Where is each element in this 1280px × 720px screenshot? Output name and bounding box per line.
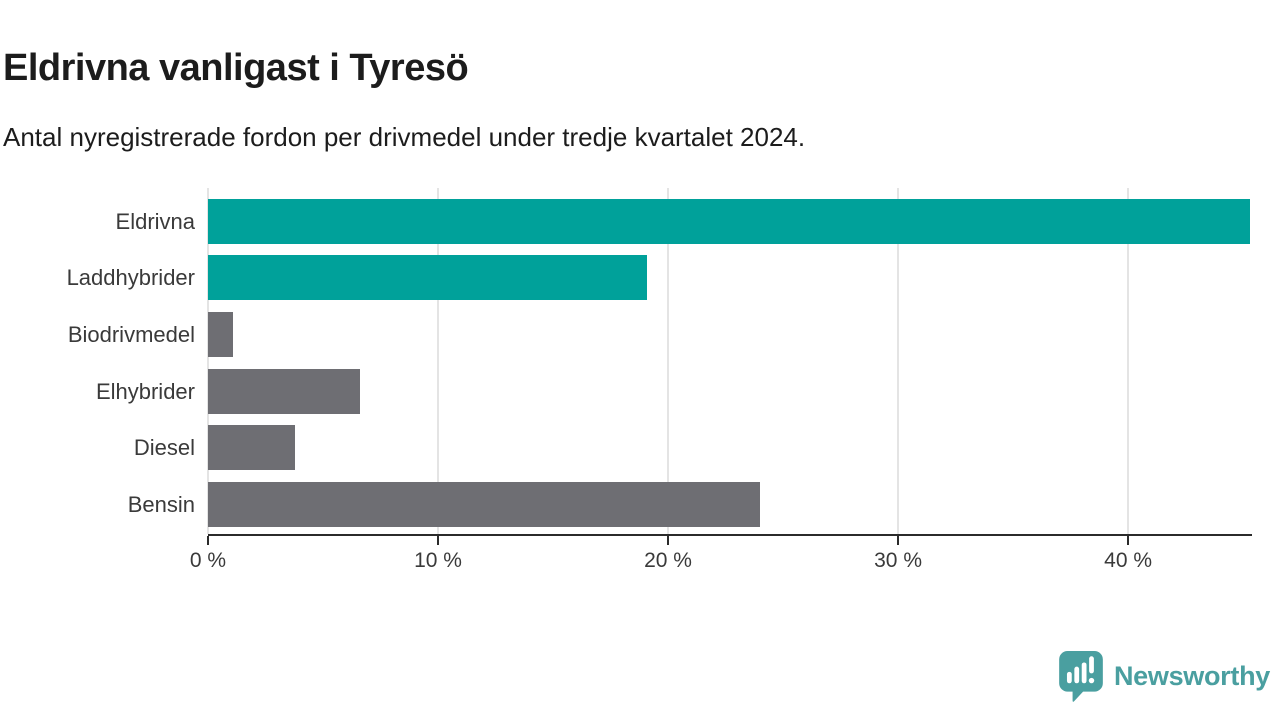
bar-elhybrider xyxy=(208,368,360,414)
bar-eldrivna xyxy=(208,198,1250,244)
gridline-0 xyxy=(207,188,209,534)
x-tick-30 xyxy=(897,536,900,545)
bar-biodrivmedel xyxy=(208,311,234,357)
x-tick-label-10: 10 % xyxy=(414,549,462,572)
x-tick-label-0: 0 % xyxy=(189,549,227,572)
brand-name: Newsworthy xyxy=(1113,660,1270,691)
chart-title: Eldrivna vanligast i Tyresö xyxy=(3,47,469,90)
gridline-40 xyxy=(1127,188,1130,534)
x-tick-label-20: 20 % xyxy=(644,549,692,572)
gridline-30 xyxy=(897,188,900,534)
brand-logo[interactable]: Newsworthy xyxy=(1058,650,1270,702)
x-tick-label-30: 30 % xyxy=(874,549,922,572)
bar-laddhybrider xyxy=(208,255,648,301)
category-label-laddhybrider: Laddhybrider xyxy=(66,265,195,291)
category-label-biodrivmedel: Biodrivmedel xyxy=(67,321,195,347)
plot-area xyxy=(207,188,1250,534)
category-label-diesel: Diesel xyxy=(133,435,195,461)
category-label-eldrivna: Eldrivna xyxy=(115,208,195,234)
bar-bensin xyxy=(208,481,761,527)
x-tick-10 xyxy=(437,536,440,545)
gridline-10 xyxy=(437,188,440,534)
category-label-elhybrider: Elhybrider xyxy=(95,378,195,404)
newsworthy-bubble-chart-icon xyxy=(1059,651,1103,702)
chart-subtitle: Antal nyregistrerade fordon per drivmede… xyxy=(3,122,806,152)
bar-diesel xyxy=(208,425,296,471)
x-tick-0 xyxy=(207,536,209,545)
category-label-bensin: Bensin xyxy=(127,491,195,517)
x-axis-line xyxy=(208,534,1252,536)
x-tick-40 xyxy=(1127,536,1130,545)
x-tick-20 xyxy=(667,536,670,545)
x-tick-label-40: 40 % xyxy=(1104,549,1153,572)
gridline-20 xyxy=(667,188,670,534)
